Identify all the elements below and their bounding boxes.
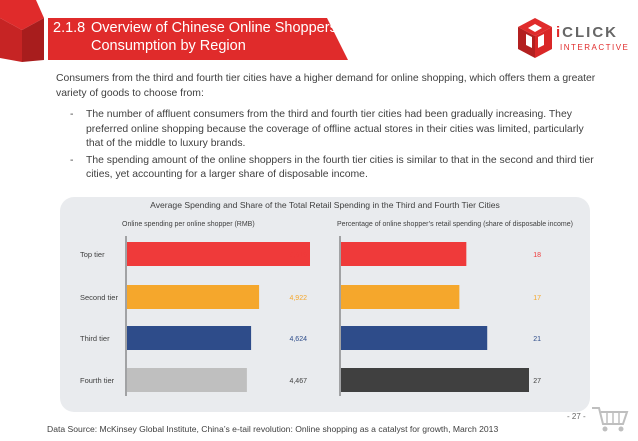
share-bar bbox=[341, 242, 467, 266]
chart-title: Average Spending and Share of the Total … bbox=[150, 200, 500, 210]
spending-bar bbox=[127, 285, 260, 309]
bullet-list: - The number of affluent consumers from t… bbox=[70, 108, 600, 185]
logo-tagline: INTERACTIVE bbox=[560, 43, 630, 52]
spending-bar bbox=[127, 326, 252, 350]
chart-subtitle-share: Percentage of online shopper’s retail sp… bbox=[337, 221, 573, 228]
category-label: Top tier bbox=[80, 250, 105, 259]
page-number: - 27 - bbox=[567, 412, 586, 421]
spending-value-label: 4,922 bbox=[289, 295, 307, 302]
share-bar bbox=[341, 368, 529, 392]
spending-bar bbox=[127, 242, 310, 266]
spending-bar bbox=[127, 368, 247, 392]
share-value-label: 18 bbox=[533, 252, 541, 259]
iclick-logo: iCLICK INTERACTIVE bbox=[514, 14, 634, 66]
category-label: Third tier bbox=[80, 334, 110, 343]
title-line-2: Consumption by Region bbox=[91, 38, 246, 54]
spending-value-label: 4,467 bbox=[289, 378, 307, 385]
share-value-label: 21 bbox=[533, 336, 541, 343]
logo-cube-icon bbox=[518, 18, 552, 58]
bullet-item: - The spending amount of the online shopp… bbox=[70, 154, 594, 181]
spending-value-label: 6,819 bbox=[289, 252, 307, 259]
logo-brand-text: iCLICK bbox=[556, 24, 618, 41]
title-line-1: Overview of Chinese Online Shoppers’ bbox=[91, 20, 341, 36]
bullet-item: - The number of affluent consumers from t… bbox=[70, 109, 584, 149]
share-bar bbox=[341, 326, 488, 350]
title-banner bbox=[48, 18, 348, 60]
category-label: Second tier bbox=[80, 293, 118, 302]
share-value-label: 27 bbox=[533, 378, 541, 385]
data-source: Data Source: McKinsey Global Institute, … bbox=[47, 424, 499, 434]
category-label: Fourth tier bbox=[80, 376, 115, 385]
intro-paragraph: Consumers from the third and fourth tier… bbox=[56, 73, 596, 99]
chart-subtitle-spending: Online spending per online shopper (RMB) bbox=[122, 221, 255, 228]
share-bar bbox=[341, 285, 460, 309]
shopping-cart-icon bbox=[592, 407, 629, 432]
page-title: 2.1.8 Overview of Chinese Online Shoppers… bbox=[53, 19, 353, 55]
corner-logo-mark bbox=[0, 0, 44, 62]
section-number: 2.1.8 bbox=[53, 20, 86, 36]
spending-value-label: 4,624 bbox=[289, 336, 307, 343]
share-value-label: 17 bbox=[533, 295, 541, 302]
